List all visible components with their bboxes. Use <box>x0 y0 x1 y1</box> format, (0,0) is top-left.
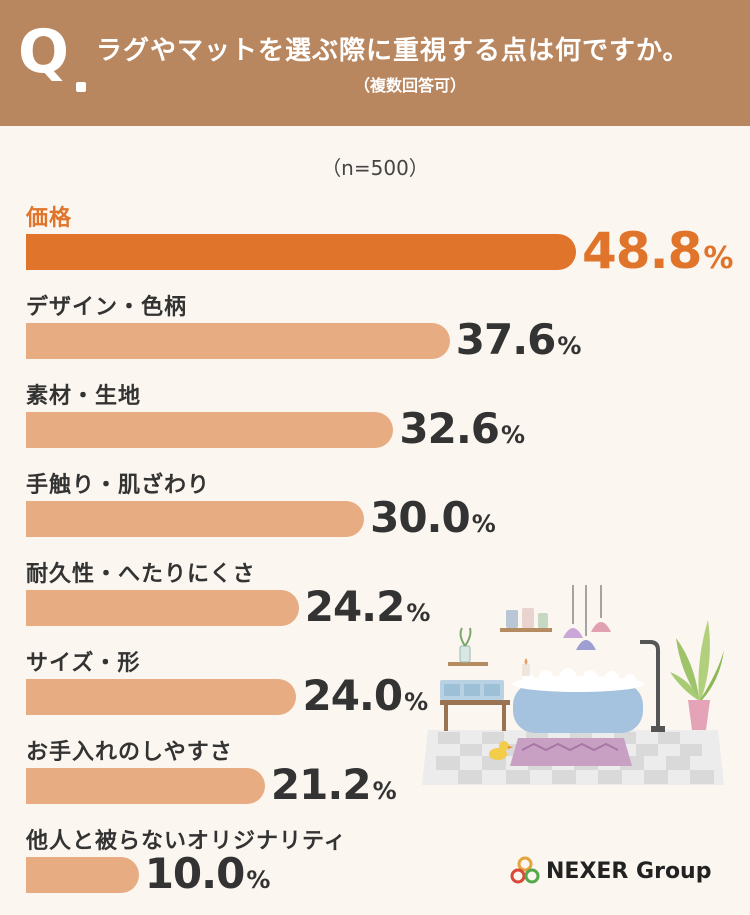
value-number: 48.8 <box>582 222 702 280</box>
bar <box>26 323 450 359</box>
value-label: 10.0% <box>145 849 271 898</box>
bar <box>26 857 139 893</box>
percent-sign: % <box>404 688 429 716</box>
percent-sign: % <box>703 241 734 276</box>
q-mark: Q <box>18 17 70 87</box>
floor-tiles <box>422 730 724 785</box>
category-label: 価格 <box>26 206 73 231</box>
category-label: 他人と被らないオリジナリティ <box>26 829 347 854</box>
value-number: 24.2 <box>304 582 406 631</box>
bar <box>26 768 265 804</box>
bar <box>26 501 365 537</box>
question-subtitle: （複数回答可） <box>353 76 466 95</box>
bar <box>26 412 394 448</box>
percent-sign: % <box>372 777 397 805</box>
q-dot <box>76 82 86 92</box>
logo-text: NEXER Group <box>546 858 712 884</box>
value-label: 30.0% <box>370 493 496 542</box>
nexer-logo-icon <box>510 856 540 884</box>
bar <box>26 590 299 626</box>
nexer-logo: NEXER Group <box>510 856 711 886</box>
category-label: 耐久性・へたりにくさ <box>26 562 256 587</box>
value-label: 24.0% <box>302 671 428 720</box>
plant-pot <box>688 700 710 730</box>
value-number: 37.6 <box>455 315 557 364</box>
percent-sign: % <box>406 599 431 627</box>
value-number: 24.0 <box>302 671 403 720</box>
bar <box>26 234 576 270</box>
question-header: Q ラグやマットを選ぶ際に重視する点は何ですか。 （複数回答可） <box>0 0 750 126</box>
value-number: 10.0 <box>144 849 246 898</box>
percent-sign: % <box>471 510 496 538</box>
bathtub <box>513 683 643 733</box>
value-label: 37.6% <box>456 315 582 364</box>
category-label: 手触り・肌ざわり <box>26 473 211 498</box>
category-label: サイズ・形 <box>26 651 141 676</box>
category-label: お手入れのしやすさ <box>26 740 233 765</box>
value-label: 24.2% <box>305 582 431 631</box>
value-number: 21.2 <box>270 760 372 809</box>
percent-sign: % <box>557 332 582 360</box>
percent-sign: % <box>501 421 526 449</box>
bar <box>26 679 297 715</box>
question-text: ラグやマットを選ぶ際に重視する点は何ですか。 <box>96 36 690 66</box>
rug <box>510 738 632 766</box>
value-label: 21.2% <box>271 760 397 809</box>
value-number: 32.6 <box>399 404 500 453</box>
value-label: 48.8% <box>582 222 733 280</box>
hanging-lamps <box>563 585 611 650</box>
category-label: デザイン・色柄 <box>26 295 188 320</box>
sample-size: （n=500） <box>321 156 429 180</box>
value-label: 32.6% <box>399 404 525 453</box>
category-label: 素材・生地 <box>26 384 142 409</box>
value-number: 30.0 <box>370 493 471 542</box>
percent-sign: % <box>246 866 271 894</box>
bathroom-illustration-icon <box>422 585 724 785</box>
